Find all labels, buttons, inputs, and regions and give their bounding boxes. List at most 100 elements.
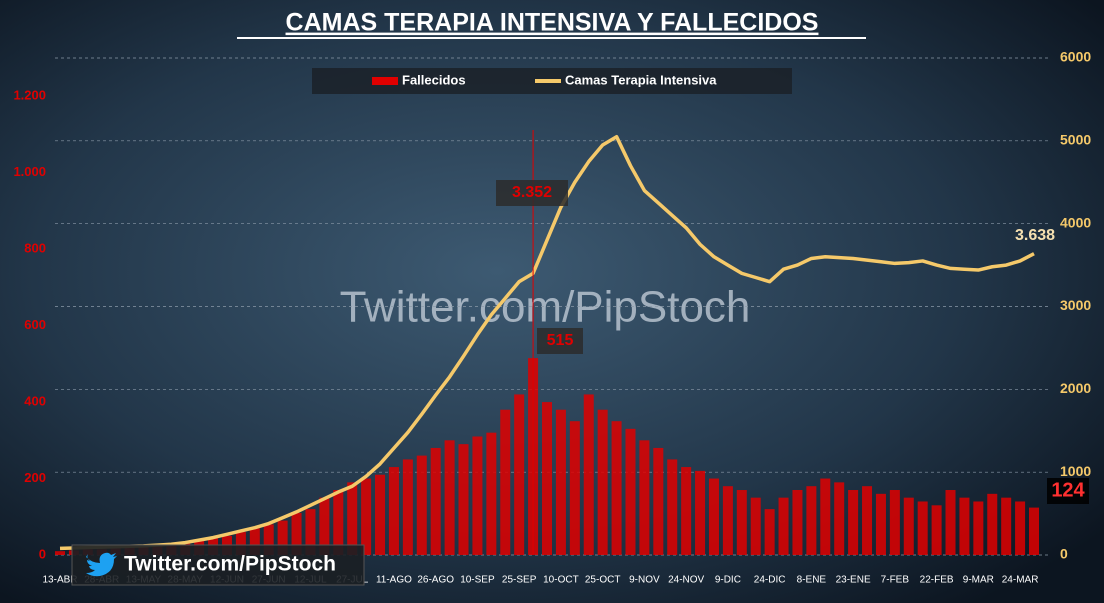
bar [402, 459, 413, 555]
x-tick-label: 23-ENE [836, 575, 871, 586]
bar [416, 455, 427, 555]
bar [472, 436, 483, 555]
y-tick-label: 200 [24, 470, 46, 485]
y-tick-label: 1.000 [13, 164, 46, 179]
y-tick-label: 800 [24, 241, 46, 256]
bar [347, 482, 358, 555]
bar [235, 532, 246, 555]
bar [319, 497, 330, 555]
bar [611, 421, 622, 555]
bar [444, 440, 455, 555]
bar [736, 490, 747, 555]
annotation: 3.352 [512, 184, 552, 201]
bar [583, 394, 594, 555]
x-tick-label: 24-NOV [668, 575, 704, 586]
bar [973, 501, 984, 555]
bar [1029, 507, 1039, 555]
bar [55, 551, 65, 555]
x-tick-label: 22-FEB [920, 575, 954, 586]
bar [750, 497, 761, 555]
bar [987, 493, 998, 555]
annotation-box [1047, 478, 1089, 504]
x-tick-label: 10-OCT [543, 575, 579, 586]
y-tick-label: 1.200 [13, 88, 46, 103]
bar [681, 467, 692, 555]
bar [667, 459, 678, 555]
x-tick-label: 7-FEB [881, 575, 910, 586]
bar [917, 501, 928, 555]
bar [388, 467, 399, 555]
bar [945, 490, 956, 555]
bar [862, 486, 873, 555]
bar [514, 394, 525, 555]
x-tick-label: 24-DIC [754, 575, 786, 586]
annotation-box [537, 328, 583, 354]
bar [263, 524, 274, 555]
y-tick-label: 0 [39, 546, 46, 561]
bar [875, 493, 886, 555]
x-tick-label: 25-OCT [585, 575, 621, 586]
bar [764, 509, 775, 555]
x-tick-label: 26-AGO [417, 575, 454, 586]
bar [542, 402, 552, 555]
bar [500, 409, 511, 555]
x-tick-label: 11-AGO [376, 575, 412, 586]
bar [889, 490, 900, 555]
footer-handle: Twitter.com/PipStoch [124, 553, 336, 576]
annotation: 515 [547, 332, 574, 349]
bar [653, 447, 664, 555]
annotation: 3.638 [1015, 227, 1055, 244]
bar [834, 482, 845, 555]
bar [486, 432, 497, 555]
y2-tick-label: 2000 [1060, 380, 1091, 396]
bar [848, 490, 859, 555]
bar [430, 447, 441, 555]
y2-tick-label: 4000 [1060, 214, 1091, 230]
legend-label: Camas Terapia Intensiva [565, 72, 717, 87]
bar [959, 497, 970, 555]
bar [375, 474, 386, 555]
bar [277, 520, 288, 555]
bar [458, 444, 469, 555]
y-tick-label: 400 [24, 394, 46, 409]
bar [708, 478, 719, 555]
x-tick-label: 9-MAR [963, 575, 994, 586]
line [59, 134, 1035, 551]
x-tick-label: 10-SEP [460, 575, 495, 586]
bar [569, 421, 580, 555]
x-tick-label: 8-ENE [797, 575, 827, 586]
chart-title: CAMAS TERAPIA INTENSIVA Y FALLECIDOS [286, 9, 819, 37]
bar [639, 440, 650, 555]
twitter-icon [86, 552, 117, 577]
bar [361, 478, 372, 555]
bar [305, 509, 316, 555]
bar [249, 528, 260, 555]
annotation-box [496, 180, 568, 206]
legend-label: Fallecidos [402, 72, 466, 87]
watermark: Twitter.com/PipStoch [340, 283, 751, 332]
bar [555, 409, 566, 555]
y2-tick-label: 5000 [1060, 132, 1091, 148]
y2-tick-label: 3000 [1060, 297, 1091, 313]
bar [820, 478, 831, 555]
bar [806, 486, 817, 555]
y2-tick-label: 6000 [1060, 49, 1091, 65]
bar [625, 428, 636, 555]
annotation: 124 [1051, 479, 1085, 501]
bar [291, 512, 302, 555]
bar [333, 490, 344, 555]
bar [903, 497, 914, 555]
bar [1015, 501, 1026, 555]
x-tick-label: 24-MAR [1002, 575, 1039, 586]
bar [931, 505, 942, 555]
bar [778, 497, 789, 555]
x-tick-label: 9-NOV [629, 575, 660, 586]
x-tick-label: 13-ABR [42, 575, 77, 586]
bar [695, 470, 706, 555]
legend-swatch [372, 77, 398, 85]
bar [1001, 497, 1012, 555]
bar [597, 409, 608, 555]
y2-tick-label: 0 [1060, 546, 1068, 562]
footer-box [71, 544, 365, 586]
